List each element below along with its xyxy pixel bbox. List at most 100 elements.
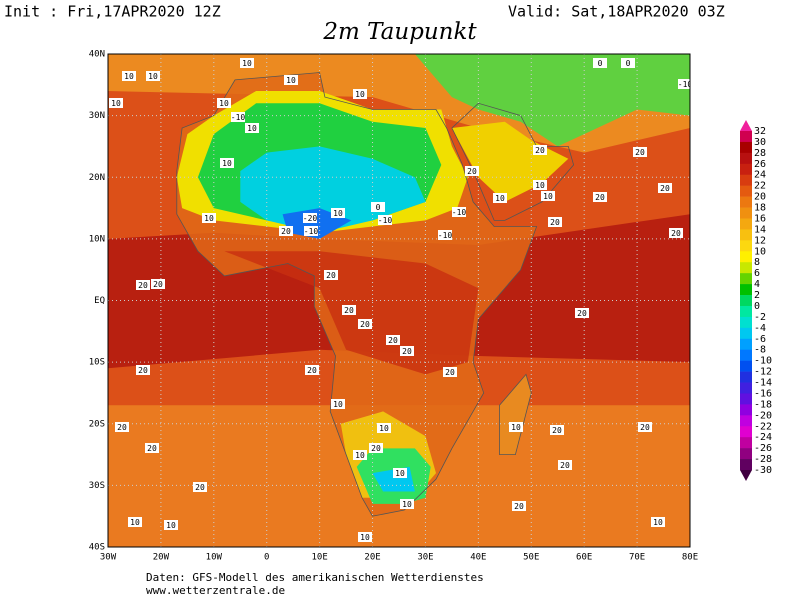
contour-label-box <box>371 202 385 212</box>
contour-label-box <box>353 450 367 460</box>
contour-label-text: 20 <box>535 146 545 155</box>
contour-label-text: 10 <box>653 518 663 527</box>
contour-label: 10 <box>353 89 367 99</box>
colorbar-segment <box>740 229 752 241</box>
colorbar-segment <box>740 185 752 197</box>
contour-label-box <box>593 192 607 202</box>
contour-label-text: 20 <box>147 444 157 453</box>
colorbar-segment <box>740 437 752 449</box>
contour-label-text: 10 <box>495 194 505 203</box>
contour-label: 20 <box>145 443 159 453</box>
colorbar-label: -12 <box>754 367 772 378</box>
colorbar-label: -6 <box>754 334 766 345</box>
contour-label-text: 20 <box>445 368 455 377</box>
valid-text: Valid: Sat,18APR2020 03Z <box>508 3 725 21</box>
contour-label: 20 <box>512 501 526 511</box>
contour-label-box <box>638 422 652 432</box>
contour-label-text: 10 <box>535 181 545 190</box>
colorbar-label: -28 <box>754 454 772 465</box>
contour-label-box <box>369 443 383 453</box>
contour-label-text: 10 <box>333 400 343 409</box>
contour-label-box <box>128 517 142 527</box>
colorbar-segment <box>740 371 752 383</box>
contour-label-text: -10 <box>378 216 393 225</box>
contour-label-text: 10 <box>511 423 521 432</box>
lon-tick-label: 30E <box>417 553 433 563</box>
lat-tick-label: 40S <box>89 543 105 553</box>
footer-source: Daten: GFS-Modell des amerikanischen Wet… <box>146 571 484 584</box>
contour-label: 10 <box>331 399 345 409</box>
contour-label-text: 20 <box>307 366 317 375</box>
lon-tick-label: 10E <box>312 553 328 563</box>
colorbar-label: -8 <box>754 345 766 356</box>
contour-label-text: -10 <box>452 208 467 217</box>
colorbar-segment <box>740 360 752 372</box>
contour-label: 20 <box>465 166 479 176</box>
colorbar-label: -22 <box>754 421 772 432</box>
contour-label: 10 <box>533 180 547 190</box>
lat-tick-label: 20N <box>89 173 105 183</box>
contour-label-box <box>438 230 452 240</box>
contour-label-box <box>377 423 391 433</box>
colorbar-label: 8 <box>754 257 760 268</box>
contour-label-box <box>109 98 123 108</box>
colorbar-segment <box>740 196 752 208</box>
contour-label: 20 <box>115 422 129 432</box>
contour-label-text: -10 <box>678 80 693 89</box>
contour-label-text: 10 <box>360 533 370 542</box>
contour-label: 10 <box>284 75 298 85</box>
contour-label-box <box>217 98 231 108</box>
title: 2m Taupunkt <box>322 19 477 45</box>
contour-label-text: 20 <box>326 271 336 280</box>
contour-label-text: 10 <box>543 192 553 201</box>
contour-label-box <box>305 365 319 375</box>
lon-tick-label: 80E <box>682 553 698 563</box>
colorbar-label: 12 <box>754 235 766 246</box>
lon-tick-label: 20E <box>364 553 380 563</box>
contour-label-text: 20 <box>595 193 605 202</box>
contour-label: 10 <box>202 213 216 223</box>
contour-label: 20 <box>342 305 356 315</box>
lat-tick-label: 30S <box>89 481 105 491</box>
contour-label-text: 10 <box>242 59 252 68</box>
contour-label-box <box>512 501 526 511</box>
contour-label-box <box>342 305 356 315</box>
contour-label-text: 20 <box>117 423 127 432</box>
colorbar-segment <box>740 207 752 219</box>
contour-label: -10 <box>452 207 467 217</box>
colorbar-segment <box>740 141 752 154</box>
contour-label: 0 <box>371 202 385 212</box>
contour-label-text: 20 <box>138 281 148 290</box>
contour-label-text: 20 <box>388 336 398 345</box>
contour-label-text: 20 <box>402 347 412 356</box>
colorbar-segment <box>740 240 752 252</box>
contour-label: 20 <box>443 367 457 377</box>
contour-label-text: 20 <box>344 306 354 315</box>
lat-tick-label: 20S <box>89 419 105 429</box>
contour-label-box <box>678 79 690 89</box>
lat-tick-label: 10S <box>89 358 105 368</box>
contour-label-box <box>284 75 298 85</box>
contour-label-text: 20 <box>550 218 560 227</box>
contour-label: -10 <box>231 112 245 122</box>
contour-label: -10 <box>678 79 693 89</box>
contour-label-box <box>386 335 400 345</box>
colorbar-label: 30 <box>754 137 766 148</box>
madagascar-coast <box>499 373 532 456</box>
contour-label-text: 20 <box>635 148 645 157</box>
contour-label: 20 <box>658 183 672 193</box>
contour-label-text: 10 <box>402 500 412 509</box>
contour-label: 20 <box>400 346 414 356</box>
colorbar-label: 4 <box>754 279 760 290</box>
contour-label-text: 10 <box>247 124 257 133</box>
contour-label-text: 10 <box>355 451 365 460</box>
contour-label-text: 20 <box>138 366 148 375</box>
lon-tick-label: 70E <box>629 553 645 563</box>
contour-label: 20 <box>136 280 150 290</box>
contour-label-box <box>393 468 407 478</box>
contour-label-box <box>575 308 589 318</box>
colorbar-label: -10 <box>754 356 772 367</box>
colorbar-segment <box>740 404 752 416</box>
